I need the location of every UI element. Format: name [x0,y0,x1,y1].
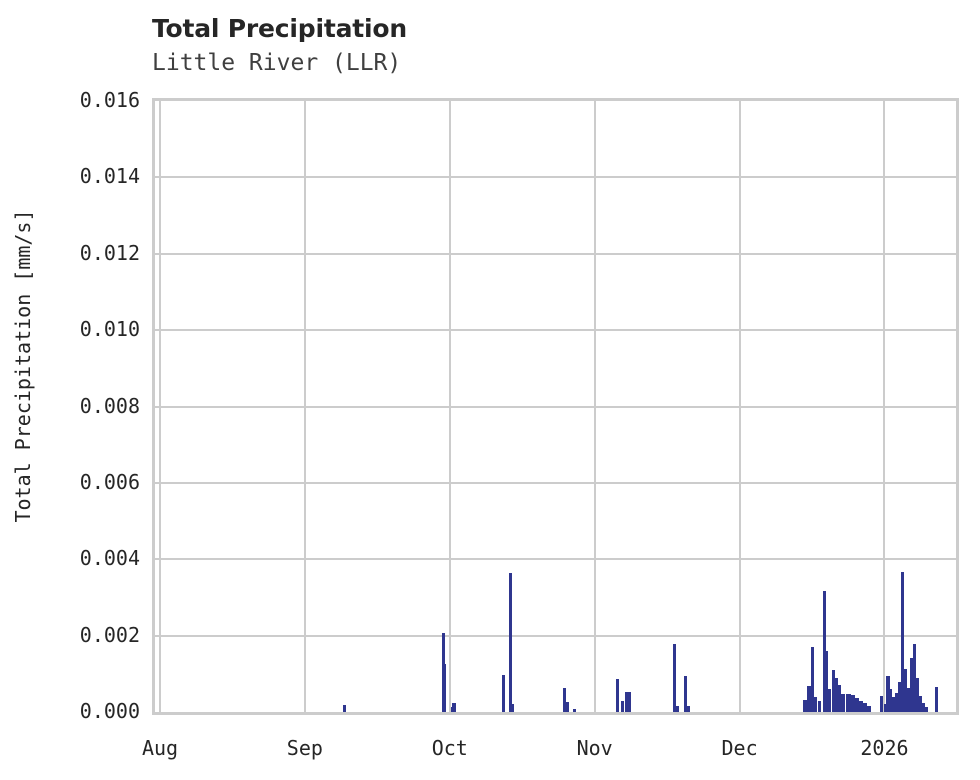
y-axis-tick-labels: 0.016 0.014 0.012 0.010 0.008 0.006 0.004 0.002… [0,0,140,780]
bar [687,705,691,712]
gridline-horizontal [155,481,956,484]
bar [508,572,512,712]
bar [501,675,505,712]
bar [621,700,625,712]
bar [803,699,808,712]
y-axis-tick-label: 0.016 [79,88,140,112]
bar [895,692,899,712]
gridline-vertical [593,101,596,712]
x-axis-tick-label: 2026 [860,736,909,760]
bar [845,693,851,712]
chart-subtitle: Little River (LLR) [152,50,402,76]
bar [916,677,920,712]
y-axis-tick-label: 0.012 [79,240,140,265]
bar [859,700,864,712]
bar [676,705,680,712]
y-axis-tick-label: 0.002 [79,622,140,647]
bar [922,703,926,712]
bar [867,705,872,712]
y-axis-tick-label: 0.008 [79,393,140,418]
gridline-vertical [883,101,886,712]
bar [441,632,445,712]
gridline-vertical [303,101,306,712]
y-axis-tick-label: 0.000 [79,699,140,723]
bar [452,703,457,712]
bar [831,670,835,712]
bar [510,703,514,712]
gridline-vertical [448,101,451,712]
bar [673,644,677,712]
bar [935,686,939,712]
bar [919,695,923,712]
bar [624,691,631,712]
bar [450,707,454,712]
bar [841,694,846,712]
bar [562,688,566,712]
bar [889,689,893,712]
gridline-vertical [159,101,162,712]
x-axis-tick-label: Nov [576,736,613,760]
gridline-horizontal [155,252,956,255]
chart-title: Total Precipitation [152,14,407,43]
bar [813,696,818,712]
bar [901,572,905,712]
bar [863,702,868,712]
y-axis-tick-label: 0.014 [79,164,140,189]
plot-area [152,98,959,715]
bar [910,657,914,712]
plot-inner [155,101,956,712]
y-axis-tick-label: 0.006 [79,469,140,494]
bar [851,695,856,712]
bar [807,686,812,712]
bar [684,675,688,712]
bar [826,650,829,712]
bar [913,644,917,712]
gridline-horizontal [155,176,956,179]
bar [925,707,929,712]
x-axis-tick-label: Aug [141,736,179,760]
bar [572,708,576,712]
gridline-horizontal [155,634,956,637]
y-axis-tick-label: 0.010 [79,317,140,342]
gridline-vertical [738,101,741,712]
gridline-horizontal [155,329,956,332]
bar [822,591,826,712]
x-axis-tick-label: Dec [721,736,758,760]
bar [892,696,896,712]
bar [880,695,884,712]
bar [883,703,887,712]
bar [817,701,821,712]
bar [907,687,911,712]
bar [827,689,831,712]
bar [343,705,347,712]
gridline-horizontal [155,558,956,561]
bar [616,679,620,712]
bar [898,682,902,712]
bar [565,702,569,712]
y-axis-tick-label: 0.004 [79,546,140,571]
bar [444,663,447,712]
bar [834,678,838,712]
x-axis-tick-label: Sep [286,736,323,760]
bar [810,647,814,712]
bar [855,697,860,712]
x-axis-tick-label: Oct [431,736,468,760]
bar [904,669,908,712]
gridline-horizontal [155,405,956,408]
bar [886,675,890,712]
bar [837,685,841,712]
